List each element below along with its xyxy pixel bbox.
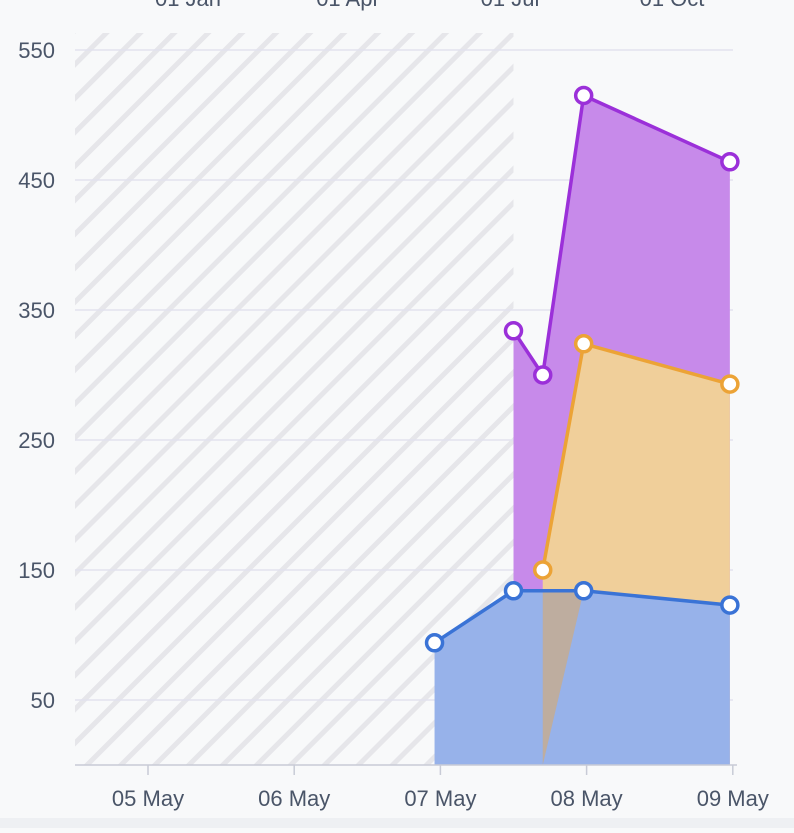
top-axis-tick-label: 01 Jan xyxy=(155,0,221,11)
y-tick-label: 350 xyxy=(18,298,55,323)
data-point[interactable] xyxy=(424,633,445,653)
x-tick-label: 09 May xyxy=(697,786,769,811)
y-tick-label: 450 xyxy=(18,168,55,193)
data-point[interactable] xyxy=(573,581,594,601)
data-point[interactable] xyxy=(720,152,740,172)
data-point[interactable] xyxy=(503,581,524,601)
series-line xyxy=(512,93,731,377)
y-tick-label: 150 xyxy=(18,558,55,583)
x-tick-label: 08 May xyxy=(551,786,623,811)
data-point[interactable] xyxy=(532,560,553,580)
top-axis-tick-label: 01 Apr xyxy=(316,0,380,11)
data-point[interactable] xyxy=(720,374,740,394)
y-tick-label: 250 xyxy=(18,428,55,453)
data-point[interactable] xyxy=(503,321,524,341)
series-points xyxy=(424,85,740,653)
grid-lines xyxy=(75,49,733,701)
overlap-region xyxy=(542,590,584,765)
data-point[interactable] xyxy=(532,365,553,385)
bottom-strip xyxy=(0,818,794,828)
series-area xyxy=(434,590,730,765)
data-point[interactable] xyxy=(720,595,740,615)
x-tick-label: 07 May xyxy=(404,786,476,811)
y-tick-label: 550 xyxy=(18,38,55,63)
top-axis-tick-label: 01 Jul xyxy=(481,0,540,11)
series-line xyxy=(433,589,731,645)
top-axis-tick-label: 01 Oct xyxy=(640,0,705,11)
x-tick-label: 06 May xyxy=(258,786,330,811)
series-areas xyxy=(434,95,730,765)
x-tick-label: 05 May xyxy=(112,786,184,811)
y-tick-label: 50 xyxy=(31,688,55,713)
data-point[interactable] xyxy=(573,334,594,354)
data-point[interactable] xyxy=(573,85,594,106)
